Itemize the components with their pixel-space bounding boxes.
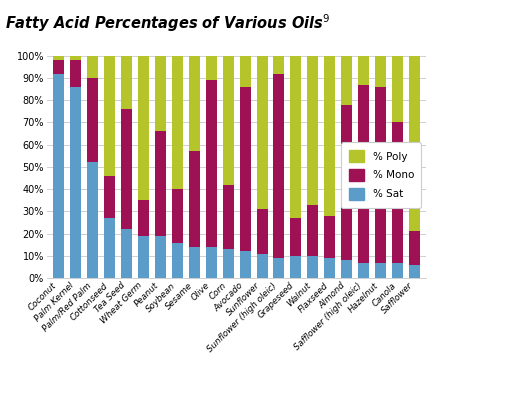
Bar xyxy=(206,56,217,80)
Bar xyxy=(307,256,318,278)
Bar xyxy=(290,218,302,256)
Bar xyxy=(274,74,284,258)
Bar xyxy=(53,74,64,278)
Bar xyxy=(172,56,183,189)
Bar xyxy=(206,80,217,247)
Bar xyxy=(223,185,233,249)
Bar xyxy=(155,56,166,131)
Bar xyxy=(223,56,233,185)
Bar xyxy=(256,254,267,278)
Bar xyxy=(240,56,251,87)
Bar xyxy=(223,249,233,278)
Bar xyxy=(138,200,149,236)
Bar xyxy=(172,243,183,278)
Bar xyxy=(358,263,369,278)
Bar xyxy=(240,252,251,278)
Bar xyxy=(189,247,200,278)
Bar xyxy=(274,258,284,278)
Bar xyxy=(324,258,335,278)
Bar xyxy=(70,60,81,87)
Bar xyxy=(409,265,420,278)
Bar xyxy=(256,209,267,254)
Bar xyxy=(155,236,166,278)
Bar xyxy=(290,256,302,278)
Text: Fatty Acid Percentages of Various Oils$^9$: Fatty Acid Percentages of Various Oils$^… xyxy=(5,12,330,34)
Bar xyxy=(256,56,267,209)
Bar xyxy=(375,56,386,87)
Bar xyxy=(358,56,369,85)
Bar xyxy=(375,263,386,278)
Bar xyxy=(138,236,149,278)
Bar xyxy=(189,151,200,247)
Bar xyxy=(341,261,352,278)
Bar xyxy=(206,247,217,278)
Bar xyxy=(138,56,149,200)
Bar xyxy=(290,56,302,218)
Bar xyxy=(53,60,64,74)
Bar xyxy=(274,56,284,74)
Bar xyxy=(189,56,200,151)
Bar xyxy=(70,56,81,60)
Bar xyxy=(324,216,335,258)
Bar xyxy=(155,131,166,236)
Bar xyxy=(104,176,115,218)
Bar xyxy=(307,56,318,205)
Bar xyxy=(53,56,64,60)
Bar xyxy=(341,56,352,105)
Bar xyxy=(409,56,420,231)
Bar xyxy=(172,189,183,243)
Bar xyxy=(307,205,318,256)
Bar xyxy=(87,56,98,78)
Bar xyxy=(121,229,132,278)
Bar xyxy=(121,109,132,229)
Bar xyxy=(392,56,403,122)
Bar xyxy=(70,87,81,278)
Bar xyxy=(104,218,115,278)
Bar xyxy=(104,56,115,176)
Bar xyxy=(87,78,98,162)
Bar xyxy=(392,263,403,278)
Bar xyxy=(341,105,352,261)
Bar xyxy=(375,87,386,263)
Bar xyxy=(392,122,403,263)
Legend: % Poly, % Mono, % Sat: % Poly, % Mono, % Sat xyxy=(341,142,421,208)
Bar xyxy=(87,162,98,278)
Bar xyxy=(358,85,369,263)
Bar xyxy=(121,56,132,109)
Bar xyxy=(409,231,420,265)
Bar xyxy=(240,87,251,252)
Bar xyxy=(324,56,335,216)
